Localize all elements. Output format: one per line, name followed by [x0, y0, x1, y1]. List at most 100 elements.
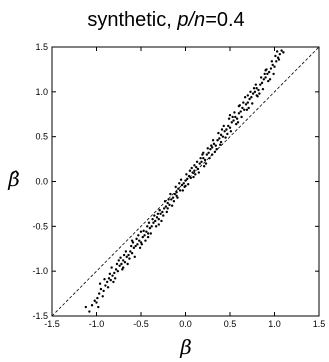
data-point-135 [179, 178, 183, 181]
data-point-210 [112, 280, 115, 284]
data-point-124 [149, 232, 152, 235]
data-point-45 [171, 196, 175, 199]
data-point-198 [220, 128, 224, 131]
x-tick-label-4: 0.5 [224, 319, 237, 329]
data-point-223 [228, 113, 232, 117]
data-point-141 [195, 160, 199, 163]
data-point-40 [162, 207, 166, 210]
data-point-125 [153, 214, 156, 217]
data-point-101 [271, 63, 274, 67]
data-point-67 [211, 146, 214, 149]
x-tick-label-5: 1.0 [268, 319, 281, 329]
y-tick-label-5: 1.0 [35, 87, 48, 97]
data-point-30 [145, 230, 148, 233]
data-point-139 [190, 166, 193, 170]
data-point-48 [177, 187, 180, 190]
data-point-200 [231, 115, 234, 119]
data-point-76 [227, 124, 230, 128]
data-point-84 [241, 106, 244, 110]
data-point-196 [210, 144, 213, 147]
data-point-111 [108, 272, 112, 276]
data-point-20 [127, 253, 130, 257]
data-point-90 [251, 92, 255, 95]
data-point-119 [135, 237, 138, 241]
data-point-59 [196, 167, 200, 171]
data-point-65 [207, 151, 210, 155]
y-axis-ticks: -1.5 -1.0 -0.5 0.0 0.5 1.0 1.5 [32, 42, 319, 321]
data-point-32 [148, 226, 152, 230]
data-point-10 [109, 278, 112, 282]
x-tick-label-1: -1.0 [89, 319, 105, 329]
data-point-71 [218, 137, 221, 140]
data-point-199 [226, 132, 229, 136]
data-point-168 [267, 79, 270, 83]
data-point-108 [97, 305, 100, 309]
data-point-186 [156, 212, 160, 215]
data-point-1 [90, 304, 94, 307]
data-point-3 [96, 296, 99, 300]
data-point-214 [184, 184, 187, 188]
data-point-116 [126, 262, 129, 266]
data-point-92 [255, 87, 258, 90]
data-point-36 [155, 216, 159, 219]
data-point-225 [246, 94, 249, 97]
data-point-118 [133, 255, 136, 259]
data-point-16 [120, 262, 123, 266]
data-point-204 [252, 87, 256, 90]
data-point-27 [139, 241, 143, 244]
chart-title: synthetic, p/n=0.4 [87, 9, 244, 31]
data-point-26 [138, 239, 141, 242]
data-point-177 [115, 262, 119, 266]
x-axis-ticks: -1.5 -1.0 -0.5 0.0 0.5 1.0 1.5 [44, 47, 325, 329]
data-point-95 [260, 81, 264, 85]
data-point-132 [170, 204, 174, 207]
data-point-22 [130, 252, 134, 255]
x-tick-label-3: 0.0 [179, 319, 192, 329]
data-point-5 [99, 287, 103, 291]
data-point-134 [176, 196, 179, 199]
data-point-47 [175, 191, 178, 194]
data-point-87 [246, 101, 249, 104]
data-point-85 [243, 108, 246, 111]
data-point-127 [158, 208, 161, 212]
data-points [84, 49, 285, 313]
data-point-63 [203, 158, 207, 162]
data-point-42 [166, 201, 169, 205]
data-point-137 [185, 173, 188, 176]
data-point-207 [268, 78, 272, 81]
data-point-151 [222, 124, 225, 128]
data-point-29 [143, 234, 146, 237]
data-point-75 [225, 128, 228, 131]
data-point-120 [138, 246, 142, 250]
data-point-169 [270, 60, 274, 63]
data-point-102 [273, 65, 276, 68]
data-point-113 [117, 259, 120, 262]
data-point-62 [202, 156, 205, 160]
data-point-143 [201, 153, 204, 156]
data-point-212 [146, 235, 150, 239]
data-point-182 [137, 234, 140, 237]
data-point-195 [204, 162, 208, 165]
data-point-220 [211, 153, 214, 156]
data-point-178 [119, 256, 122, 259]
data-point-57 [193, 169, 196, 172]
data-point-39 [161, 210, 164, 214]
data-point-208 [274, 54, 277, 58]
data-point-98 [266, 72, 269, 76]
data-point-187 [162, 214, 165, 217]
data-point-217 [237, 104, 241, 108]
data-point-149 [217, 131, 220, 135]
data-point-213 [166, 207, 169, 210]
data-point-121 [142, 229, 145, 233]
data-point-61 [200, 160, 203, 163]
data-point-131 [169, 192, 172, 196]
data-point-148 [213, 150, 217, 154]
data-point-49 [178, 189, 182, 192]
data-point-173 [95, 301, 98, 304]
data-point-202 [242, 101, 245, 104]
data-point-41 [164, 205, 168, 208]
data-point-129 [163, 200, 167, 203]
data-point-181 [131, 241, 135, 244]
data-point-147 [211, 139, 215, 142]
data-point-150 [219, 143, 222, 146]
